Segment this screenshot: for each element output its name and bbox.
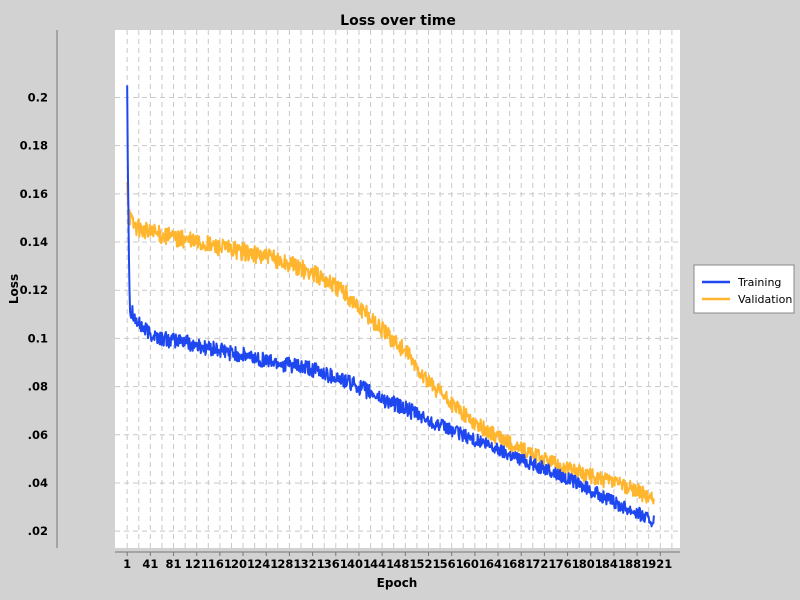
y-tick-labels: .02 .04 .06 .08 0.1 0.12 0.14 0.16 0.18 0.2 — [20, 90, 48, 538]
plot-area — [115, 30, 680, 548]
chart-title: Loss over time — [340, 13, 456, 29]
x-tick-label: 641 — [486, 557, 510, 571]
y-tick-label: .06 — [28, 428, 48, 442]
x-tick-label: 481 — [393, 557, 417, 571]
legend-label-training: Training — [737, 276, 781, 289]
x-tick-label: 321 — [301, 557, 325, 571]
series-line-training — [126, 85, 655, 528]
y-tick-label: 0.14 — [20, 235, 48, 249]
grid-lines — [115, 30, 680, 548]
legend-box — [693, 264, 795, 314]
y-axis-label: Loss — [7, 274, 21, 304]
y-tick-label: 0.18 — [20, 139, 48, 153]
x-tick-label: 521 — [416, 557, 440, 571]
y-tick-label: .02 — [28, 524, 48, 538]
x-tick-label: 41 — [142, 557, 158, 571]
x-tick-label: 841 — [602, 557, 626, 571]
x-tick-label: 721 — [532, 557, 556, 571]
legend: Training Validation — [693, 264, 795, 314]
x-tick-label: 81 — [166, 557, 182, 571]
x-tick-label: 361 — [324, 557, 348, 571]
x-tick-label: 241 — [254, 557, 278, 571]
x-tick-label: 681 — [509, 557, 533, 571]
x-tick-label: 201 — [231, 557, 255, 571]
y-tick-label: .08 — [28, 380, 48, 394]
x-tick-labels: 1 41 81 121 161 201 241 281 321 361 401 441 481 521 56… — [123, 552, 672, 571]
y-tick-label: .04 — [28, 476, 48, 490]
x-tick-label: 921 — [648, 557, 672, 571]
x-tick-label: 281 — [277, 557, 301, 571]
y-tick-label: 0.2 — [28, 90, 48, 104]
x-tick-label: 441 — [370, 557, 394, 571]
x-tick-label: 881 — [625, 557, 649, 571]
x-tick-label: 601 — [463, 557, 487, 571]
x-tick-label: 1 — [123, 557, 131, 571]
y-tick-label: 0.16 — [20, 187, 48, 201]
y-tick-label: 0.1 — [28, 331, 48, 345]
x-tick-label: 121 — [185, 557, 209, 571]
series-lines — [126, 85, 655, 528]
y-tick-label: 0.12 — [20, 283, 48, 297]
x-tick-label: 561 — [440, 557, 464, 571]
series-line-validation — [126, 181, 655, 505]
legend-label-validation: Validation — [738, 293, 792, 306]
x-axis-label: Epoch — [377, 576, 418, 590]
x-tick-label: 801 — [579, 557, 603, 571]
x-tick-label: 161 — [208, 557, 232, 571]
x-tick-label: 401 — [347, 557, 371, 571]
x-tick-label: 761 — [556, 557, 580, 571]
